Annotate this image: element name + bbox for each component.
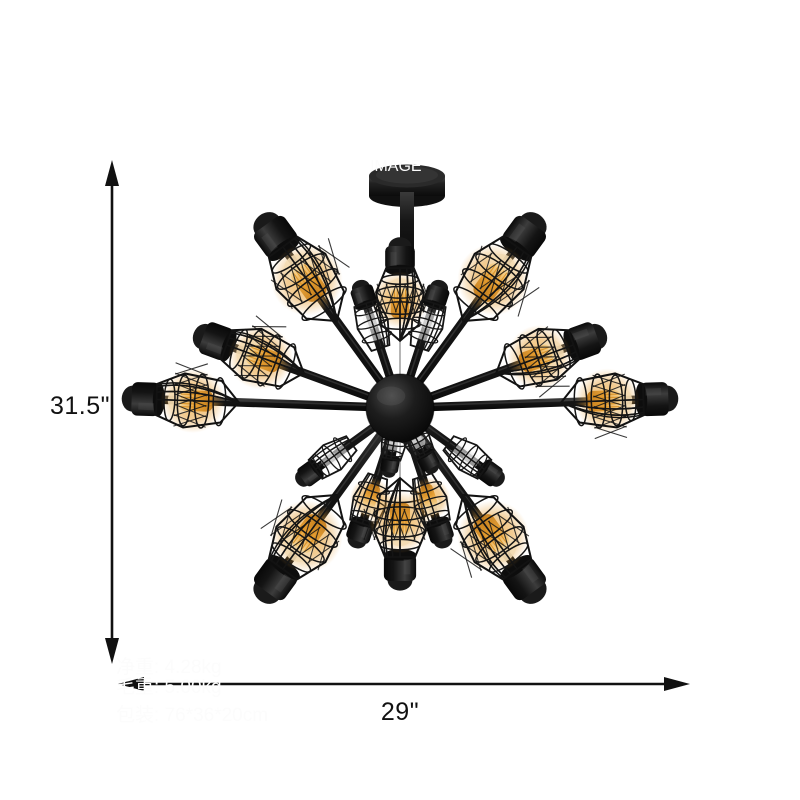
wire-cage-shade <box>450 493 533 581</box>
small-wire-cage-shade <box>407 298 447 352</box>
chandelier-body <box>121 212 679 604</box>
watermark-package-size: 包装: 76*36*20cm <box>116 705 269 726</box>
light-arm <box>121 362 405 434</box>
wire-cage-shade <box>220 315 305 390</box>
small-wire-cage-shade <box>408 472 451 529</box>
center-hub-sphere <box>365 373 435 443</box>
bulb-socket <box>635 382 679 417</box>
watermark-image-tag: IMAGE <box>370 158 422 175</box>
light-arm <box>395 279 450 413</box>
height-dimension-arrow <box>105 160 119 664</box>
dimension-guides <box>105 160 690 691</box>
bulb-socket <box>253 212 300 261</box>
light-arm <box>395 212 547 413</box>
wire-cage-shade <box>267 235 350 323</box>
small-wire-cage-shade <box>307 435 358 480</box>
wire-cage-shade <box>453 235 540 323</box>
width-dimension-arrow <box>118 677 690 691</box>
wire-cage-shade <box>495 325 580 398</box>
wire-cage-shade <box>260 493 347 581</box>
small-wire-cage-shade <box>353 298 393 352</box>
width-dimension-label: 29" <box>380 698 420 726</box>
height-dimension-label: 31.5" <box>50 392 111 420</box>
light-arm <box>395 368 679 440</box>
wire-cage-shade <box>559 368 645 440</box>
bulb-socket <box>500 555 547 604</box>
watermark-net-weight: 净重: 4.28kg <box>116 657 222 678</box>
light-arm <box>253 403 405 604</box>
small-wire-cage-shade <box>442 435 493 480</box>
wire-cage-shade <box>155 362 241 434</box>
light-arm <box>395 403 547 604</box>
light-arm <box>253 212 405 413</box>
watermark-gross-weight: 毛重: 5.00kg <box>116 677 222 698</box>
